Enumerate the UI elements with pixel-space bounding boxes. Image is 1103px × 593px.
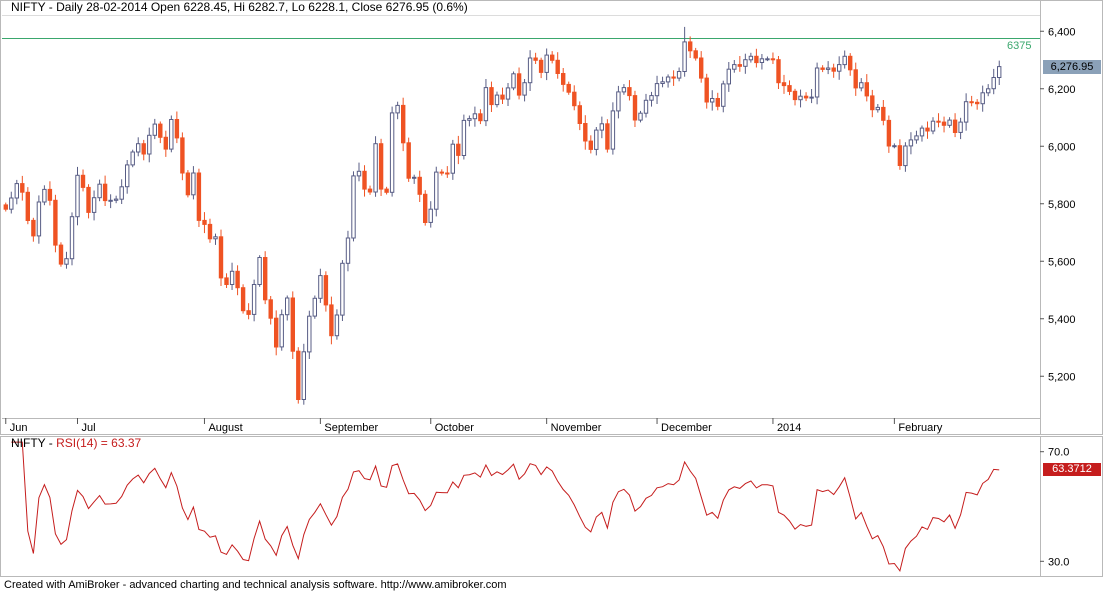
rsi-pane-title: NIFTY - RSI(14) = 63.37 — [11, 437, 141, 450]
last-price-axis-marker: 6,276.95 — [1043, 60, 1101, 74]
rsi-title-value: RSI(14) = 63.37 — [56, 436, 142, 450]
price-pane-title: NIFTY - Daily 28-02-2014 Open 6228.45, H… — [11, 1, 468, 14]
amibroker-credit-text: Created with AmiBroker - advanced charti… — [4, 579, 507, 591]
rsi-pane[interactable]: NIFTY - RSI(14) = 63.37 — [0, 436, 1103, 577]
price-title-text: NIFTY - Daily 28-02-2014 Open 6228.45, H… — [11, 0, 468, 14]
rsi-value-axis-marker: 63.3712 — [1043, 463, 1101, 476]
price-pane[interactable]: NIFTY - Daily 28-02-2014 Open 6228.45, H… — [0, 0, 1103, 435]
resistance-level-label: 6375 — [1007, 40, 1032, 52]
rsi-title-prefix: NIFTY - — [11, 436, 57, 450]
